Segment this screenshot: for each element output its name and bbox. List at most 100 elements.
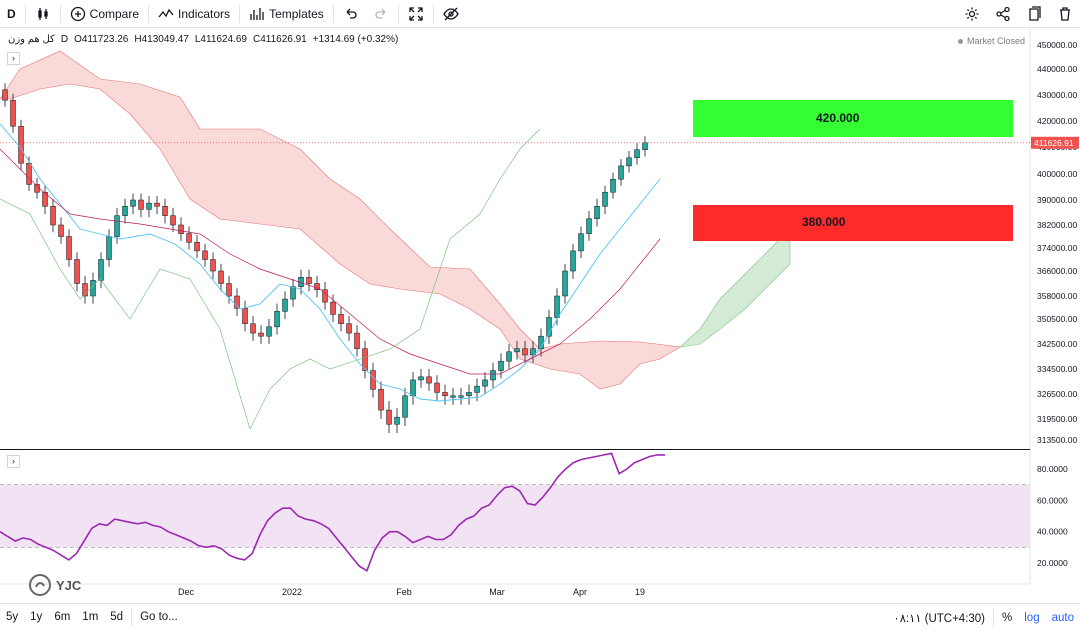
candle-body — [186, 233, 192, 243]
candle-body — [330, 301, 336, 315]
trash-icon — [1059, 7, 1070, 21]
clock[interactable]: ۰۸:۱۱ (UTC+4:30) — [893, 612, 986, 625]
rsi-tick-label: 20.0000 — [1037, 558, 1068, 568]
rsi-tick-label: 40.0000 — [1037, 527, 1068, 537]
range-1y[interactable]: 1y — [30, 611, 43, 623]
support-box[interactable] — [693, 205, 1013, 241]
target-box-label: 420.000 — [816, 111, 860, 125]
candle-body — [26, 162, 32, 185]
delete-button[interactable] — [1049, 0, 1080, 28]
price-tick-label: 334500.00 — [1037, 364, 1077, 374]
candle-body — [226, 283, 232, 297]
range-5d[interactable]: 5d — [110, 611, 124, 623]
candle-body — [610, 178, 616, 193]
candle-body — [90, 280, 96, 297]
candle-body — [618, 165, 624, 180]
candle-body — [626, 157, 632, 167]
undo-button[interactable] — [336, 0, 366, 28]
candles-icon — [38, 7, 48, 20]
support-box-label: 380.000 — [802, 215, 846, 229]
chart-style-button[interactable] — [28, 0, 58, 28]
kijun-line — [0, 148, 661, 375]
templates-button[interactable]: Templates — [242, 0, 331, 28]
settings-button[interactable] — [956, 0, 987, 28]
candle-body — [18, 125, 24, 164]
candle-body — [274, 311, 280, 328]
toolbar-divider — [332, 4, 334, 23]
logo-emblem-icon — [29, 574, 51, 596]
candle-body — [402, 395, 408, 418]
candle-body — [314, 283, 320, 290]
hide-drawings-button[interactable] — [436, 0, 466, 28]
target-box[interactable] — [693, 100, 1013, 137]
gear-icon — [965, 7, 978, 21]
rsi-tick-label: 80.0000 — [1037, 464, 1068, 474]
rsi-line — [0, 452, 665, 572]
candle-body — [442, 392, 448, 397]
redo-button[interactable] — [366, 0, 396, 28]
candle-body — [250, 323, 256, 334]
status-dot — [957, 38, 963, 44]
candle-body — [394, 416, 400, 425]
price-tick-label: 420000.00 — [1037, 116, 1077, 126]
candle-body — [242, 308, 248, 324]
interval-button[interactable]: D — [0, 0, 23, 28]
candle-body — [578, 233, 584, 252]
collapse-legend-button[interactable]: › — [7, 52, 20, 65]
range-1m[interactable]: 1m — [82, 611, 99, 623]
bottom-toolbar: 5y 1y 6m 1m 5d Go to... ۰۸:۱۱ (UTC+4:30)… — [0, 603, 1080, 630]
toolbar-divider — [239, 4, 241, 23]
price-tick-label: 390000.00 — [1037, 195, 1077, 205]
candle-body — [434, 382, 440, 393]
plus-circle-icon — [70, 6, 85, 21]
candle-body — [474, 385, 480, 393]
top-toolbar: D Compare Indicators Templates — [0, 0, 1080, 28]
redo-icon — [375, 8, 386, 19]
indicators-button[interactable]: Indicators — [151, 0, 237, 28]
candle-body — [530, 348, 536, 356]
pane-divider[interactable] — [0, 449, 1030, 450]
legend-high: H413049.47 — [134, 34, 189, 45]
candle-body — [322, 289, 328, 303]
snapshot-button[interactable] — [1018, 0, 1049, 28]
candle-body — [410, 379, 416, 397]
chikou-line — [0, 128, 541, 430]
candle-body — [266, 326, 272, 337]
price-tick-label: 374000.00 — [1037, 243, 1077, 253]
price-chart[interactable]: 420.000 380.000 450000.00 440000.00 430000.0… — [0, 29, 1080, 603]
candle-body — [570, 250, 576, 272]
range-6m[interactable]: 6m — [54, 611, 71, 623]
toolbar-divider — [59, 4, 61, 23]
compare-button[interactable]: Compare — [63, 0, 146, 28]
log-toggle[interactable]: log — [1024, 611, 1040, 624]
goto-button[interactable]: Go to... — [140, 611, 178, 623]
toolbar-divider — [397, 4, 399, 23]
legend-interval: D — [60, 34, 69, 45]
price-tick-label: 313500.00 — [1037, 435, 1077, 445]
last-price-label: 411626.91 — [1034, 138, 1074, 148]
candle-body — [498, 360, 504, 371]
candle-body — [554, 295, 560, 318]
bottom-divider — [131, 608, 133, 626]
share-button[interactable] — [987, 0, 1018, 28]
candle-body — [450, 395, 456, 398]
fullscreen-button[interactable] — [401, 0, 431, 28]
candle-body — [138, 199, 144, 210]
candle-body — [82, 283, 88, 297]
auto-toggle[interactable]: auto — [1051, 611, 1074, 624]
candle-body — [370, 370, 376, 390]
price-tick-label: 326500.00 — [1037, 389, 1077, 399]
percent-toggle[interactable]: % — [1002, 611, 1013, 624]
price-tick-label: 450000.00 — [1037, 40, 1077, 50]
collapse-rsi-legend-button[interactable]: › — [7, 455, 20, 468]
pages-icon — [1028, 6, 1041, 21]
range-5y[interactable]: 5y — [6, 611, 19, 623]
candle-body — [122, 206, 128, 216]
candle-body — [362, 348, 368, 371]
candle-body — [258, 332, 264, 337]
candle-body — [146, 202, 152, 210]
time-axis-label: Mar — [489, 587, 505, 597]
legend-close: C411626.91 — [252, 34, 307, 45]
candle-body — [66, 236, 72, 260]
undo-icon — [346, 8, 357, 19]
